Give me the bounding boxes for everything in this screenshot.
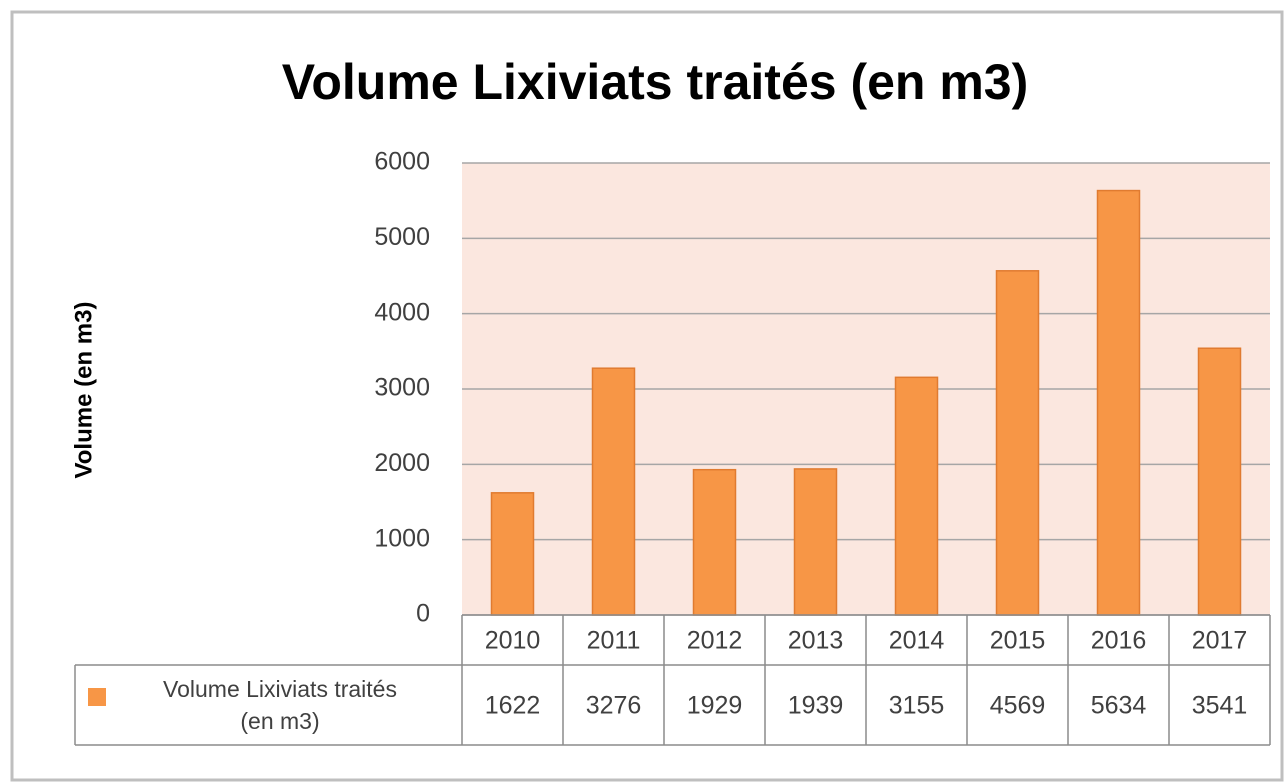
bar <box>692 468 737 616</box>
chart-title: Volume Lixiviats traités (en m3) <box>282 54 1029 110</box>
bar <box>490 492 535 616</box>
y-tick-label: 0 <box>416 600 430 628</box>
x-tick-label: 2010 <box>485 627 541 655</box>
table-value: 1939 <box>788 692 844 720</box>
y-tick-label: 2000 <box>374 449 430 477</box>
legend-label: Volume Lixiviats traités (en m3) <box>163 676 397 734</box>
table-value: 3541 <box>1192 692 1248 720</box>
table-value: 1929 <box>687 692 743 720</box>
legend-box: Volume Lixiviats traités (en m3) <box>163 676 397 734</box>
y-tick-label: 4000 <box>374 298 430 326</box>
table-value: 3276 <box>586 692 642 720</box>
table-value: 5634 <box>1091 692 1147 720</box>
bar <box>591 367 636 616</box>
table-value: 1622 <box>485 692 541 720</box>
x-tick-label: 2011 <box>587 627 641 655</box>
y-tick-label: 3000 <box>374 374 430 402</box>
x-tick-label: 2016 <box>1091 627 1147 655</box>
x-tick-label: 2012 <box>687 627 743 655</box>
x-tick-label: 2015 <box>990 627 1046 655</box>
bar <box>1096 189 1141 616</box>
legend-swatch <box>88 688 106 706</box>
bar <box>1197 347 1242 616</box>
y-axis-title: Volume (en m3) <box>70 302 97 479</box>
bar <box>995 270 1040 616</box>
table-value: 4569 <box>990 692 1046 720</box>
x-tick-label: 2013 <box>788 627 844 655</box>
bar <box>894 376 939 616</box>
x-tick-label: 2014 <box>889 627 945 655</box>
y-tick-label: 1000 <box>374 524 430 552</box>
y-tick-label: 6000 <box>374 148 430 176</box>
x-tick-label: 2017 <box>1192 627 1248 655</box>
y-tick-label: 5000 <box>374 223 430 251</box>
bar <box>793 468 838 616</box>
table-value: 3155 <box>889 692 945 720</box>
